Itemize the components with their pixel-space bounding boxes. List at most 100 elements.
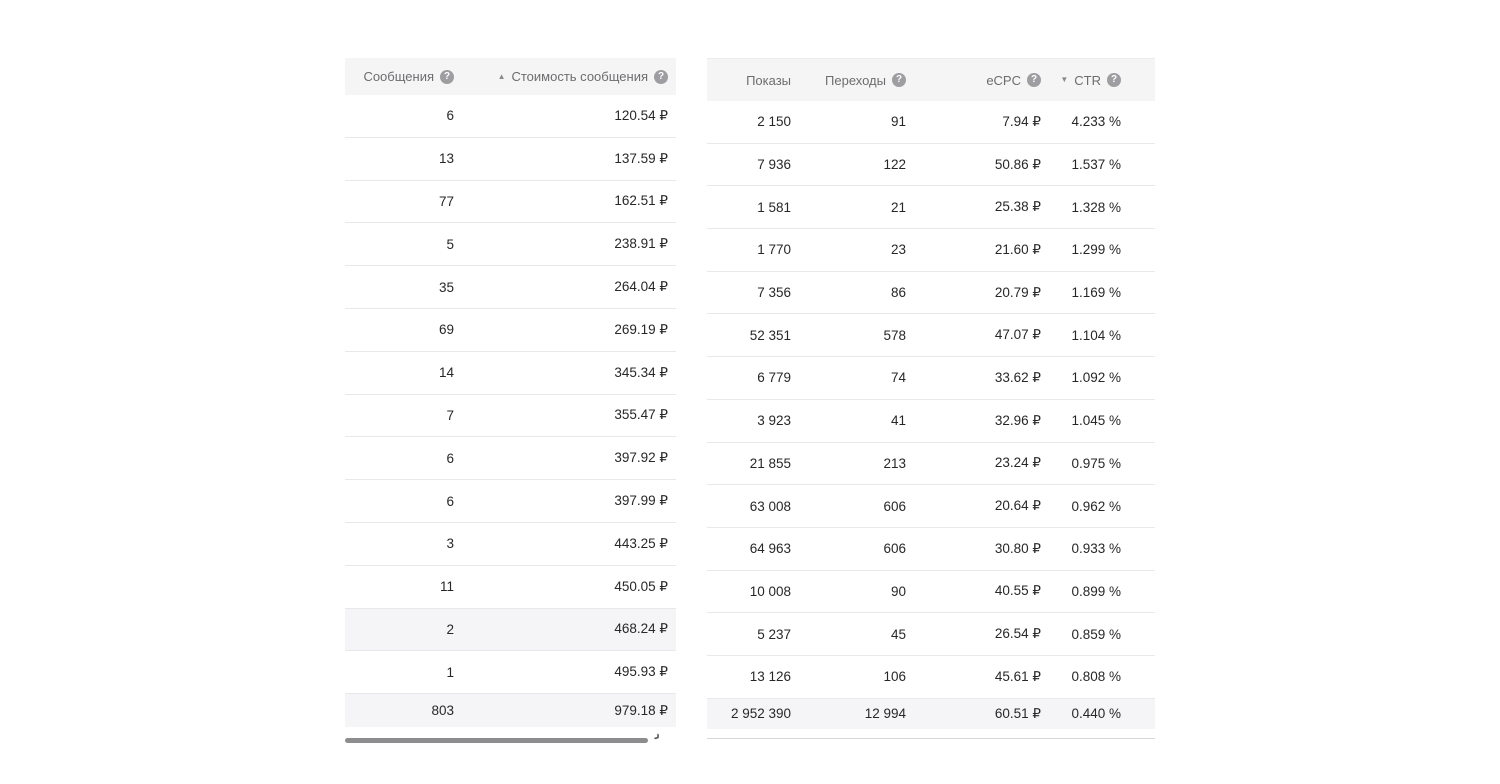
table-row[interactable]: 2 468.24 ₽ xyxy=(345,608,676,652)
clicks-value: 21 xyxy=(890,199,906,215)
clicks-value: 106 xyxy=(883,669,906,685)
performance-table-total-row: 2 952 390 12 994 60.51 ₽ 0.440 % xyxy=(707,698,1155,729)
table-row[interactable]: 5 238.91 ₽ xyxy=(345,223,676,267)
table-row[interactable]: 35 264.04 ₽ xyxy=(345,266,676,309)
messages-value: 7 xyxy=(446,407,454,423)
message-cost-value: 397.99 ₽ xyxy=(614,493,668,509)
impressions-value: 5 237 xyxy=(757,626,791,642)
impressions-value: 13 126 xyxy=(749,669,791,685)
clicks-value: 45 xyxy=(890,626,906,642)
message-cost-value: 238.91 ₽ xyxy=(614,236,668,252)
clicks-value: 122 xyxy=(883,157,906,173)
message-cost-value: 355.47 ₽ xyxy=(614,407,668,423)
help-icon[interactable]: ? xyxy=(440,69,454,84)
table-row[interactable]: 14 345.34 ₽ xyxy=(345,351,676,395)
performance-table-body: 2 150 91 7.94 ₽ 4.233 % 7 936 122 50.86 … xyxy=(707,101,1155,699)
table-row[interactable]: 21 855 213 23.24 ₽ 0.975 % xyxy=(707,442,1155,486)
table-row[interactable]: 10 008 90 40.55 ₽ 0.899 % xyxy=(707,570,1155,614)
column-label: CTR xyxy=(1074,72,1101,88)
column-header-impressions[interactable]: Показы xyxy=(707,59,797,101)
ctr-value: 1.537 % xyxy=(1071,157,1121,173)
ecpc-value: 50.86 ₽ xyxy=(994,156,1041,172)
ctr-value: 4.233 % xyxy=(1071,114,1121,130)
ctr-value: 0.899 % xyxy=(1071,583,1121,599)
performance-table-header: Показы Переходы ? eCPC ? ▼ CTR ? xyxy=(707,58,1155,101)
message-cost-value: 495.93 ₽ xyxy=(614,664,668,680)
table-row[interactable]: 64 963 606 30.80 ₽ 0.933 % xyxy=(707,527,1155,571)
table-row[interactable]: 2 150 91 7.94 ₽ 4.233 % xyxy=(707,101,1155,144)
table-row[interactable]: 7 355.47 ₽ xyxy=(345,394,676,438)
clicks-value: 606 xyxy=(883,541,906,557)
sort-ascending-icon: ▲ xyxy=(497,71,506,81)
impressions-value: 1 581 xyxy=(757,199,791,215)
impressions-value: 21 855 xyxy=(749,455,791,471)
message-cost-value: 450.05 ₽ xyxy=(614,578,668,594)
column-header-ecpc[interactable]: eCPC ? xyxy=(912,59,1047,101)
column-header-messages[interactable]: Сообщения ? xyxy=(345,58,460,95)
help-icon[interactable]: ? xyxy=(892,73,906,87)
messages-value: 6 xyxy=(446,450,454,466)
clicks-value: 606 xyxy=(883,498,906,514)
table-row[interactable]: 6 120.54 ₽ xyxy=(345,95,676,138)
ctr-value: 0.808 % xyxy=(1071,669,1121,685)
column-header-ctr[interactable]: ▼ CTR ? xyxy=(1047,59,1155,101)
impressions-value: 7 356 xyxy=(757,285,791,301)
messages-value: 13 xyxy=(438,151,454,167)
table-row[interactable]: 69 269.19 ₽ xyxy=(345,308,676,352)
messages-value: 77 xyxy=(438,193,454,209)
ctr-value: 1.104 % xyxy=(1071,327,1121,343)
ecpc-value: 26.54 ₽ xyxy=(994,626,1041,642)
scroll-right-chevron-icon[interactable]: › xyxy=(650,728,665,745)
help-icon[interactable]: ? xyxy=(1027,73,1041,87)
clicks-value: 41 xyxy=(890,413,906,429)
ecpc-value: 20.79 ₽ xyxy=(994,284,1041,300)
clicks-value: 91 xyxy=(890,114,906,130)
table-row[interactable]: 6 779 74 33.62 ₽ 1.092 % xyxy=(707,357,1155,400)
clicks-value: 213 xyxy=(883,455,906,471)
total-impressions-value: 2 952 390 xyxy=(730,706,791,722)
table-row[interactable]: 77 162.51 ₽ xyxy=(345,180,676,224)
table-row[interactable]: 1 770 23 21.60 ₽ 1.299 % xyxy=(707,229,1155,272)
column-label: Сообщения xyxy=(363,69,434,84)
ecpc-value: 45.61 ₽ xyxy=(994,668,1041,684)
messages-value: 2 xyxy=(446,621,454,637)
table-row[interactable]: 6 397.99 ₽ xyxy=(345,480,676,523)
column-header-message-cost[interactable]: ▲ Стоимость сообщения ? xyxy=(460,58,676,95)
clicks-value: 74 xyxy=(890,370,906,386)
total-message-cost-value: 979.18 ₽ xyxy=(614,702,668,718)
performance-table: Показы Переходы ? eCPC ? ▼ CTR ? 2 150 9… xyxy=(707,58,1155,739)
table-row[interactable]: 11 450.05 ₽ xyxy=(345,565,676,609)
table-row[interactable]: 1 495.93 ₽ xyxy=(345,651,676,695)
horizontal-scrollbar[interactable] xyxy=(345,738,648,743)
ctr-value: 0.859 % xyxy=(1071,626,1121,642)
clicks-value: 86 xyxy=(890,285,906,301)
table-row[interactable]: 13 137.59 ₽ xyxy=(345,137,676,181)
table-row[interactable]: 63 008 606 20.64 ₽ 0.962 % xyxy=(707,485,1155,528)
table-row[interactable]: 7 936 122 50.86 ₽ 1.537 % xyxy=(707,143,1155,187)
messages-value: 6 xyxy=(446,108,454,124)
table-row[interactable]: 3 923 41 32.96 ₽ 1.045 % xyxy=(707,399,1155,443)
table-row[interactable]: 5 237 45 26.54 ₽ 0.859 % xyxy=(707,613,1155,656)
table-row[interactable]: 3 443.25 ₽ xyxy=(345,522,676,566)
help-icon[interactable]: ? xyxy=(654,69,668,84)
column-label: Показы xyxy=(746,72,791,88)
ecpc-value: 33.62 ₽ xyxy=(994,369,1041,385)
messages-value: 1 xyxy=(446,664,454,680)
messages-value: 35 xyxy=(438,279,454,295)
column-header-clicks[interactable]: Переходы ? xyxy=(797,59,912,101)
message-cost-value: 269.19 ₽ xyxy=(614,321,668,337)
message-cost-value: 137.59 ₽ xyxy=(614,150,668,166)
table-row[interactable]: 7 356 86 20.79 ₽ 1.169 % xyxy=(707,271,1155,315)
help-icon[interactable]: ? xyxy=(1107,73,1121,87)
table-row[interactable]: 52 351 578 47.07 ₽ 1.104 % xyxy=(707,314,1155,358)
clicks-value: 90 xyxy=(890,583,906,599)
message-cost-value: 162.51 ₽ xyxy=(614,193,668,209)
ctr-value: 1.092 % xyxy=(1071,370,1121,386)
table-row[interactable]: 1 581 21 25.38 ₽ 1.328 % xyxy=(707,186,1155,230)
ctr-value: 1.045 % xyxy=(1071,413,1121,429)
messages-value: 3 xyxy=(446,536,454,552)
sort-descending-icon: ▼ xyxy=(1060,75,1069,84)
table-row[interactable]: 13 126 106 45.61 ₽ 0.808 % xyxy=(707,655,1155,699)
table-row[interactable]: 6 397.92 ₽ xyxy=(345,437,676,481)
